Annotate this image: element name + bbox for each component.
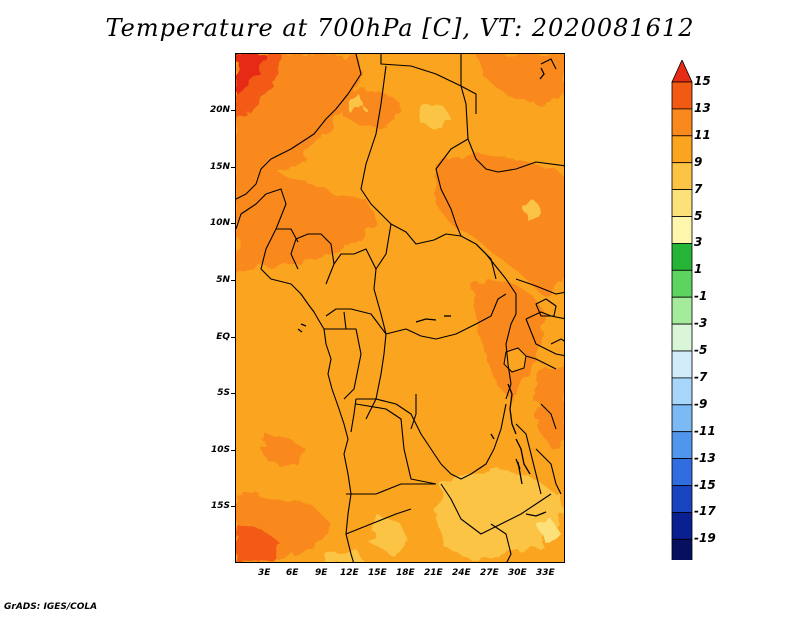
lat-tick: [231, 506, 235, 507]
colorbar-cell: [671, 216, 693, 244]
colorbar-label: -13: [694, 450, 716, 465]
colorbar-cell: [671, 511, 693, 540]
colorbar-cell: [671, 377, 693, 406]
colorbar-cell: [671, 269, 693, 298]
colorbar-cell: [671, 135, 693, 164]
country-borders: [236, 54, 564, 562]
colorbar-label: 7: [694, 181, 703, 196]
lon-label-6e: 6E: [286, 568, 299, 578]
colorbar-cell: [671, 431, 693, 460]
lat-tick: [231, 450, 235, 451]
colorbar-cell: [671, 162, 693, 190]
colorbar-label: -1: [694, 289, 708, 304]
lon-label-30e: 30E: [508, 568, 527, 578]
lon-label-12e: 12E: [340, 568, 359, 578]
lat-tick: [231, 280, 235, 281]
colorbar-label: -9: [694, 396, 708, 411]
lon-label-24e: 24E: [452, 568, 471, 578]
colorbar-cell: [671, 189, 693, 217]
lat-label-15n: 15N: [209, 162, 230, 172]
lon-label-3e: 3E: [258, 568, 271, 578]
lon-label-21e: 21E: [424, 568, 443, 578]
lon-label-9e: 9E: [315, 568, 328, 578]
temp-band-15-plus: [236, 54, 266, 94]
lon-label-27e: 27E: [480, 568, 499, 578]
lat-tick: [231, 110, 235, 111]
map-title: Temperature at 700hPa [C], VT: 202008161…: [105, 14, 695, 42]
colorbar-cell: [671, 323, 693, 352]
lat-label-5n: 5N: [216, 275, 230, 285]
colorbar-label: 13: [694, 100, 711, 115]
colorbar-label: -17: [694, 504, 716, 519]
colorbar-cell: [671, 538, 693, 560]
colorbar-label: 3: [694, 235, 703, 250]
colorbar-cell: [671, 458, 693, 486]
colorbar-label: 9: [694, 154, 703, 169]
lat-tick: [231, 337, 235, 338]
colorbar-cell: [671, 242, 693, 271]
colorbar-cell: [671, 485, 693, 513]
lat-label-10n: 10N: [209, 218, 230, 228]
lat-tick: [231, 167, 235, 168]
colorbar-cell: [671, 350, 693, 379]
lake-victoria: [503, 347, 527, 373]
colorbar-label: -19: [694, 531, 716, 546]
temp-band-5-7: [536, 519, 561, 544]
colorbar-cell: [671, 404, 693, 433]
lon-label-33e: 33E: [536, 568, 555, 578]
colorbar-label: 5: [694, 208, 703, 223]
grads-credit: GrADS: IGES/COLA: [4, 602, 98, 612]
colorbar-label: -5: [694, 343, 708, 357]
lat-label-15s: 15S: [210, 501, 230, 511]
map-plot-area: [235, 53, 565, 563]
lat-label-eq: EQ: [216, 332, 230, 342]
colorbar-label: -15: [694, 477, 716, 492]
colorbar-label: 15: [694, 74, 711, 88]
lake-outlines: [297, 67, 547, 517]
colorbar-label: -3: [694, 316, 708, 331]
lat-tick: [231, 223, 235, 224]
colorbar-label: -11: [694, 423, 716, 438]
colorbar-cell: [671, 296, 693, 325]
lat-label-5s: 5S: [217, 388, 230, 398]
colorbar-top-arrow: [671, 60, 693, 83]
lat-label-10s: 10S: [210, 445, 230, 455]
lat-label-20n: 20N: [209, 105, 230, 115]
lon-label-18e: 18E: [396, 568, 415, 578]
lon-label-15e: 15E: [368, 568, 387, 578]
colorbar-label: -7: [694, 369, 708, 384]
colorbar-cell: [671, 108, 693, 137]
temperature-map: [236, 54, 564, 562]
temp-band-7-9: [322, 96, 564, 562]
colorbar: [671, 60, 693, 560]
colorbar-cell: [671, 81, 693, 110]
colorbar-label: 11: [694, 127, 711, 142]
lat-tick: [231, 393, 235, 394]
colorbar-label: 1: [694, 262, 703, 277]
